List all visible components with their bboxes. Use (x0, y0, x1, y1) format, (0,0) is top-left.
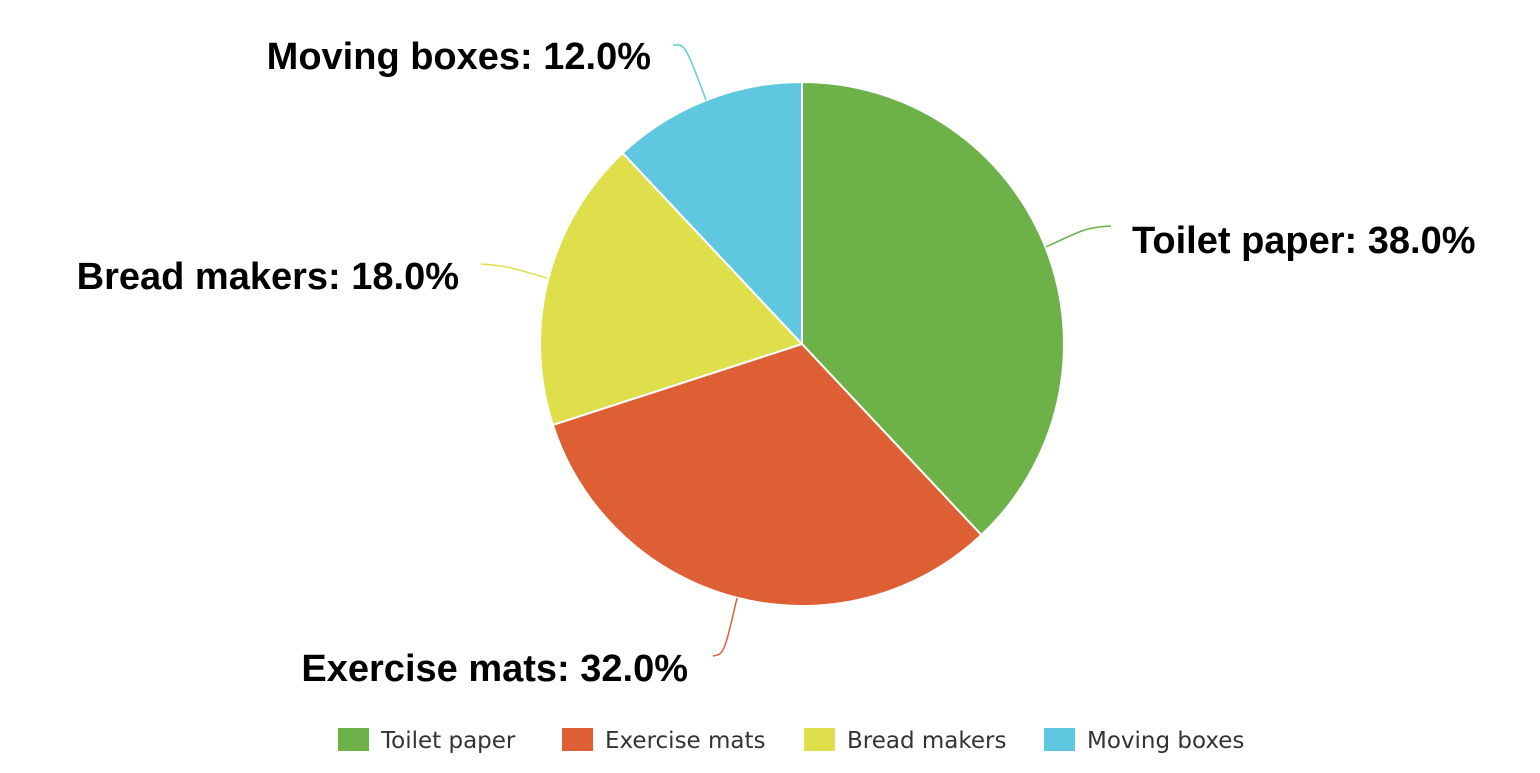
slice-moving-boxes[interactable] (621, 81, 803, 345)
data-label-bread-makers: Bread makers: 18.0% (77, 256, 459, 298)
slice-bread-makers[interactable] (539, 152, 803, 426)
slice-toilet-paper[interactable] (801, 81, 1065, 536)
data-label-toilet-paper: Toilet paper: 38.0% (1132, 220, 1476, 262)
data-label-moving-boxes: Moving boxes: 12.0% (267, 36, 651, 78)
connector-bread-makers (480, 263, 548, 279)
pie-slices (539, 81, 1065, 607)
legend-swatch-exercise-mats (562, 728, 593, 751)
slice-exercise-mats[interactable] (551, 343, 983, 607)
legend-swatch-toilet-paper (338, 728, 369, 751)
legend-item-exercise-mats[interactable]: Exercise mats (562, 728, 766, 754)
slice-labels: Toilet paper: 38.0% Exercise mats: 32.0% B… (77, 36, 1476, 690)
legend-item-toilet-paper[interactable]: Toilet paper (338, 728, 516, 754)
connector-exercise-mats (712, 597, 738, 657)
legend-swatch-bread-makers (804, 728, 835, 751)
label-connectors (480, 44, 1112, 657)
data-label-exercise-mats: Exercise mats: 32.0% (301, 648, 688, 690)
connector-toilet-paper (1045, 225, 1112, 248)
legend-item-bread-makers[interactable]: Bread makers (804, 728, 1006, 754)
legend: Toilet paper Exercise mats Bread makers Mov… (338, 728, 1244, 754)
connector-moving-boxes (672, 44, 707, 101)
legend-label-toilet-paper: Toilet paper (380, 728, 516, 754)
legend-item-moving-boxes[interactable]: Moving boxes (1044, 728, 1244, 754)
legend-label-exercise-mats: Exercise mats (605, 728, 766, 754)
legend-label-moving-boxes: Moving boxes (1087, 728, 1244, 754)
legend-swatch-moving-boxes (1044, 728, 1075, 751)
legend-label-bread-makers: Bread makers (847, 728, 1006, 754)
